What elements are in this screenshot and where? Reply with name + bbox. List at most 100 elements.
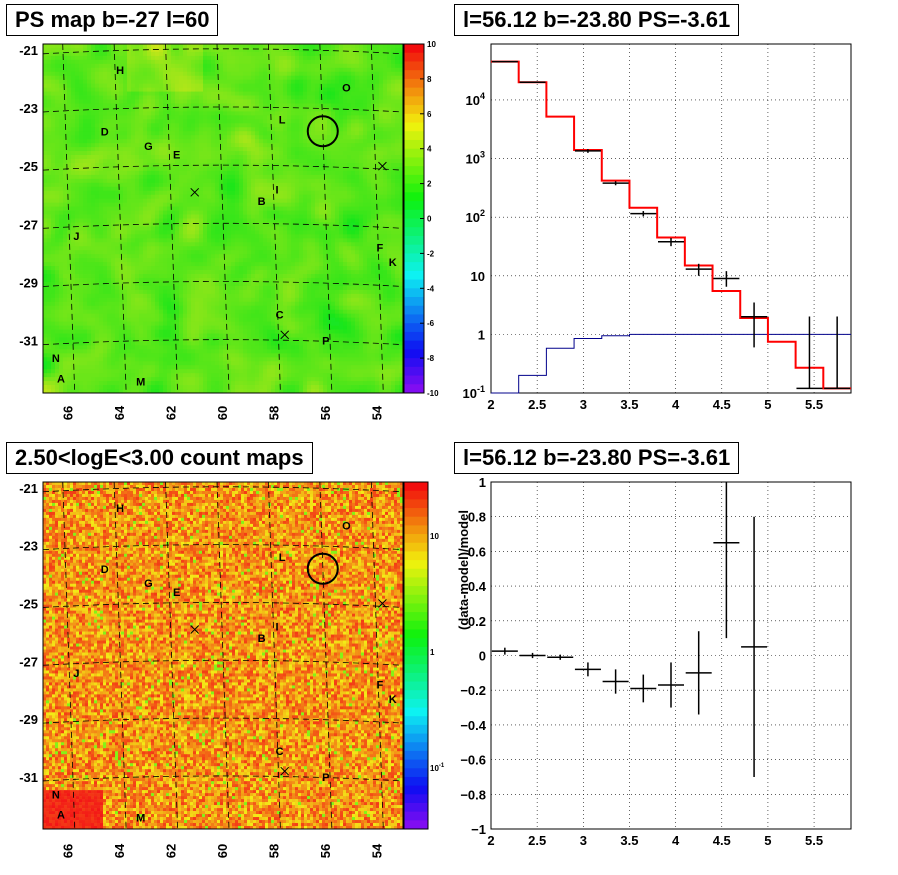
ps-map-cross-mark	[190, 187, 200, 197]
ps-colorbar-step	[404, 52, 424, 62]
ps-map-source-label: D	[101, 126, 109, 138]
count-map-grid-meridian	[62, 481, 76, 830]
ps-colorbar-step	[404, 139, 424, 150]
ps-map-source-label: O	[342, 83, 351, 95]
ps-colorbar-step	[404, 192, 424, 202]
spectrum-y-tick: 102	[466, 208, 485, 225]
spectrum-y-tick: 10	[471, 269, 485, 284]
ps-map-y-tick: -25	[19, 159, 38, 174]
residual-y-tick: 0.2	[468, 614, 486, 629]
ps-map-grid-meridian	[370, 43, 384, 394]
ps-colorbar-step	[404, 358, 424, 368]
residual-y-tick: −0.4	[460, 718, 486, 733]
ps-map-grid-parallel	[42, 222, 404, 229]
count-map-source-label: F	[376, 679, 383, 691]
ps-colorbar-tick: 10	[427, 40, 436, 49]
ps-colorbar-step	[404, 279, 424, 289]
spectrum-x-tick: 3	[580, 397, 587, 412]
ps-map-grid-meridian	[113, 43, 127, 394]
count-colorbar-step	[404, 785, 428, 795]
count-map-grid-parallel	[42, 659, 404, 666]
count-colorbar-step	[404, 612, 428, 622]
count-colorbar-step	[404, 698, 428, 709]
spectrum-y-tick: 103	[466, 150, 485, 167]
spectrum-x-tick: 3.5	[620, 397, 638, 412]
ps-map-grid-parallel	[42, 106, 404, 113]
ps-map-source-label: L	[279, 115, 286, 127]
spectrum-y-tick: 10-1	[463, 384, 485, 401]
ps-map-y-tick: -23	[19, 101, 38, 116]
count-map-source-label: N	[52, 789, 60, 801]
ps-map-source-label: A	[57, 373, 65, 385]
ps-colorbar-step	[404, 157, 424, 167]
count-colorbar-step	[404, 508, 428, 518]
ps-colorbar-step	[404, 87, 424, 97]
residual-y-tick: 1	[479, 475, 486, 490]
count-colorbar-step	[404, 551, 428, 561]
count-map-y-tick: -29	[19, 712, 38, 727]
tl-panel-title: PS map b=-27 l=60	[6, 4, 219, 36]
count-map-source-label: K	[389, 694, 397, 706]
ps-colorbar-step	[404, 253, 424, 263]
ps-map-x-tick: 62	[164, 406, 179, 420]
count-map-source-label: A	[57, 810, 65, 822]
count-map-grid-meridian	[268, 481, 281, 830]
count-map-grid-parallel	[42, 775, 404, 782]
count-colorbar-step	[404, 516, 428, 526]
count-colorbar-step	[404, 620, 428, 630]
residual-x-tick: 2	[487, 833, 494, 848]
ps-colorbar-step	[404, 209, 424, 219]
spectrum-total-model-line	[491, 60, 851, 390]
count-map-source-label: P	[322, 772, 329, 784]
ps-colorbar-step	[404, 131, 424, 141]
ps-map-grid-meridian	[319, 43, 333, 394]
count-map-y-tick: -31	[19, 770, 38, 785]
ps-map-x-tick: 54	[369, 405, 384, 420]
count-map-x-tick: 66	[61, 844, 76, 858]
ps-colorbar-tick: -2	[427, 249, 435, 258]
ps-colorbar-step	[404, 78, 424, 89]
count-colorbar-step	[404, 664, 428, 674]
residual-x-tick: 5.5	[805, 833, 823, 848]
ps-map-x-tick: 66	[61, 406, 76, 420]
ps-map-source-label: P	[322, 336, 329, 348]
ps-map-source-label: B	[258, 196, 266, 208]
spectrum-x-tick: 5	[764, 397, 771, 412]
count-map-grid-meridian	[165, 481, 178, 830]
ps-map-grid-parallel	[42, 48, 404, 55]
count-colorbar-tick: 1	[430, 648, 435, 657]
ps-map-cross-mark	[378, 161, 387, 171]
residual-x-tick: 5	[764, 833, 771, 848]
ps-map-grid-parallel	[42, 164, 404, 171]
ps-colorbar-step	[404, 235, 424, 246]
count-map-source-label: G	[144, 578, 153, 590]
ps-colorbar-tick: -10	[427, 389, 439, 398]
count-colorbar-step	[404, 672, 428, 683]
ps-colorbar-step	[404, 331, 424, 342]
count-map-grid-parallel	[42, 544, 404, 551]
spectrum-x-tick: 5.5	[805, 397, 823, 412]
count-colorbar-step	[404, 646, 428, 657]
spectrum-x-tick: 2.5	[528, 397, 546, 412]
ps-colorbar-step	[404, 349, 424, 359]
ps-colorbar-step	[404, 113, 424, 124]
br-panel-title: l=56.12 b=-23.80 PS=-3.61	[454, 442, 740, 474]
residual-x-tick: 2.5	[528, 833, 546, 848]
count-map-x-tick: 62	[164, 844, 179, 858]
residual-y-tick: 0	[479, 649, 486, 664]
count-map-y-tick: -23	[19, 539, 38, 554]
ps-colorbar-step	[404, 166, 424, 176]
ps-map-x-tick: 56	[318, 406, 333, 420]
count-colorbar-step	[404, 603, 428, 613]
count-map-y-tick: -25	[19, 596, 38, 611]
ps-colorbar-step	[404, 270, 424, 281]
ps-map-y-tick: -31	[19, 334, 38, 349]
residual-y-tick: 0.4	[468, 579, 487, 594]
ps-colorbar-step	[404, 384, 424, 394]
count-map-x-tick: 60	[215, 844, 230, 858]
count-colorbar-step	[404, 534, 428, 544]
ps-colorbar-step	[404, 305, 424, 315]
count-colorbar-frame	[403, 481, 429, 830]
ps-colorbar-tick: 0	[427, 215, 432, 224]
ps-colorbar-tick: -4	[427, 284, 435, 293]
